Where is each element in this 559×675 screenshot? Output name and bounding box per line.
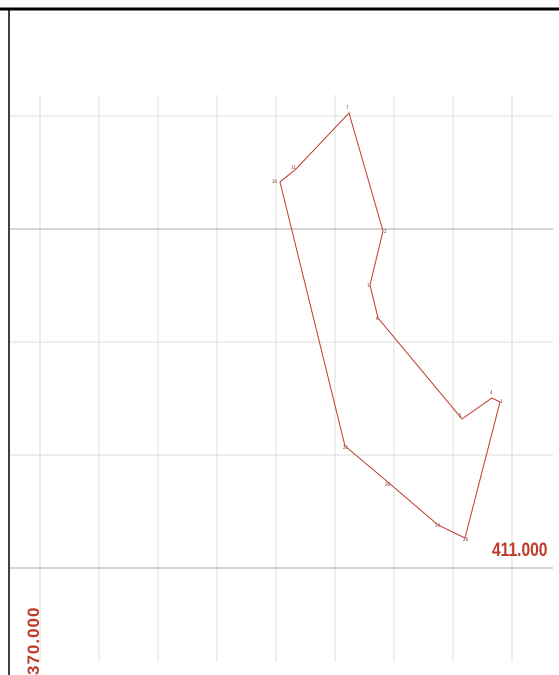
vertex-label: 25 — [343, 445, 349, 450]
vertex-label: 3 — [500, 399, 503, 404]
major-grid-lines — [10, 228, 553, 569]
vertex-label: 26 — [385, 482, 391, 487]
grid-lines — [10, 95, 553, 662]
vertex-label: 2 — [384, 229, 387, 234]
vertex-labels: 7 2 1 6 5 4 3 28 27 26 25 30 31 — [272, 105, 503, 542]
vertex-label: 27 — [435, 523, 441, 528]
easting-coordinate-label: 370.000 — [24, 606, 43, 675]
vertex-label: 28 — [463, 537, 469, 542]
vertex-label: 1 — [367, 283, 370, 288]
northing-coordinate-label: 411.000 — [492, 540, 548, 561]
vertex-label: 6 — [376, 316, 379, 321]
vertex-label: 30 — [272, 179, 278, 184]
vertex-label: 5 — [459, 413, 462, 418]
vertex-label: 31 — [291, 165, 297, 170]
vertex-label: 7 — [346, 105, 349, 110]
vertex-label: 4 — [490, 390, 493, 395]
parcel-boundary — [279, 112, 501, 539]
